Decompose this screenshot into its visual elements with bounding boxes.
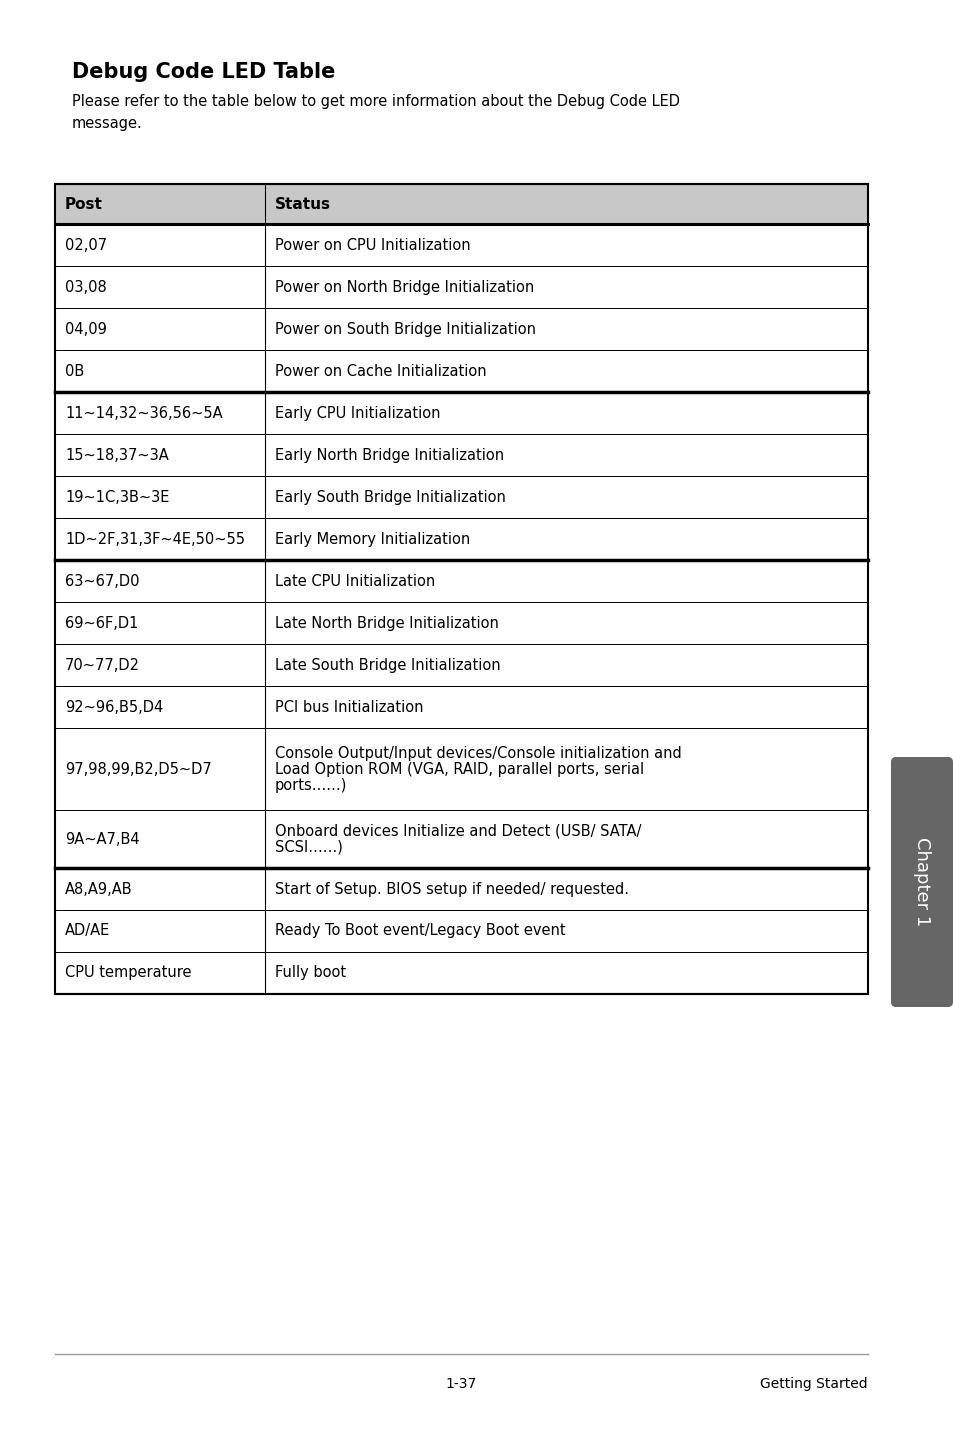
Text: Fully boot: Fully boot <box>274 965 346 981</box>
Text: Please refer to the table below to get more information about the Debug Code LED: Please refer to the table below to get m… <box>71 95 679 132</box>
Text: Load Option ROM (VGA, RAID, parallel ports, serial: Load Option ROM (VGA, RAID, parallel por… <box>274 762 643 776</box>
Text: Start of Setup. BIOS setup if needed/ requested.: Start of Setup. BIOS setup if needed/ re… <box>274 882 628 896</box>
Text: Late North Bridge Initialization: Late North Bridge Initialization <box>274 616 498 630</box>
Text: Ready To Boot event/Legacy Boot event: Ready To Boot event/Legacy Boot event <box>274 924 565 938</box>
Text: PCI bus Initialization: PCI bus Initialization <box>274 699 423 715</box>
Text: Power on North Bridge Initialization: Power on North Bridge Initialization <box>274 279 534 295</box>
Text: 9A~A7,B4: 9A~A7,B4 <box>65 832 139 846</box>
Text: AD/AE: AD/AE <box>65 924 111 938</box>
Text: 0B: 0B <box>65 364 84 378</box>
Text: SCSI……): SCSI……) <box>274 839 342 855</box>
Bar <box>55 183 867 994</box>
Text: Console Output/Input devices/Console initialization and: Console Output/Input devices/Console ini… <box>274 746 681 760</box>
Text: 19~1C,3B~3E: 19~1C,3B~3E <box>65 490 170 504</box>
Text: Late South Bridge Initialization: Late South Bridge Initialization <box>274 657 500 673</box>
Text: 92~96,B5,D4: 92~96,B5,D4 <box>65 699 163 715</box>
Text: Early South Bridge Initialization: Early South Bridge Initialization <box>274 490 505 504</box>
Text: 1-37: 1-37 <box>445 1378 476 1390</box>
Text: 03,08: 03,08 <box>65 279 107 295</box>
Text: Post: Post <box>65 196 103 212</box>
Text: 11~14,32~36,56~5A: 11~14,32~36,56~5A <box>65 405 222 421</box>
Text: Early North Bridge Initialization: Early North Bridge Initialization <box>274 448 503 463</box>
Text: Debug Code LED Table: Debug Code LED Table <box>71 62 335 82</box>
Text: Power on CPU Initialization: Power on CPU Initialization <box>274 238 470 252</box>
Text: 15~18,37~3A: 15~18,37~3A <box>65 448 169 463</box>
Text: Status: Status <box>274 196 331 212</box>
Text: 1D~2F,31,3F~4E,50~55: 1D~2F,31,3F~4E,50~55 <box>65 531 245 547</box>
Text: 04,09: 04,09 <box>65 322 107 337</box>
Text: 97,98,99,B2,D5~D7: 97,98,99,B2,D5~D7 <box>65 762 212 776</box>
Text: Power on South Bridge Initialization: Power on South Bridge Initialization <box>274 322 536 337</box>
Text: Chapter 1: Chapter 1 <box>912 838 930 927</box>
Text: 02,07: 02,07 <box>65 238 107 252</box>
Text: 69~6F,D1: 69~6F,D1 <box>65 616 138 630</box>
Text: Late CPU Initialization: Late CPU Initialization <box>274 573 435 589</box>
Text: Early CPU Initialization: Early CPU Initialization <box>274 405 440 421</box>
Text: 70~77,D2: 70~77,D2 <box>65 657 140 673</box>
FancyBboxPatch shape <box>890 758 952 1007</box>
Text: 63~67,D0: 63~67,D0 <box>65 573 139 589</box>
Text: Onboard devices Initialize and Detect (USB/ SATA/: Onboard devices Initialize and Detect (U… <box>274 823 640 839</box>
Text: ports……): ports……) <box>274 778 347 792</box>
Text: Getting Started: Getting Started <box>760 1378 867 1390</box>
Text: Power on Cache Initialization: Power on Cache Initialization <box>274 364 486 378</box>
Bar <box>55 183 867 223</box>
Text: Early Memory Initialization: Early Memory Initialization <box>274 531 470 547</box>
Text: A8,A9,AB: A8,A9,AB <box>65 882 132 896</box>
Text: CPU temperature: CPU temperature <box>65 965 192 981</box>
